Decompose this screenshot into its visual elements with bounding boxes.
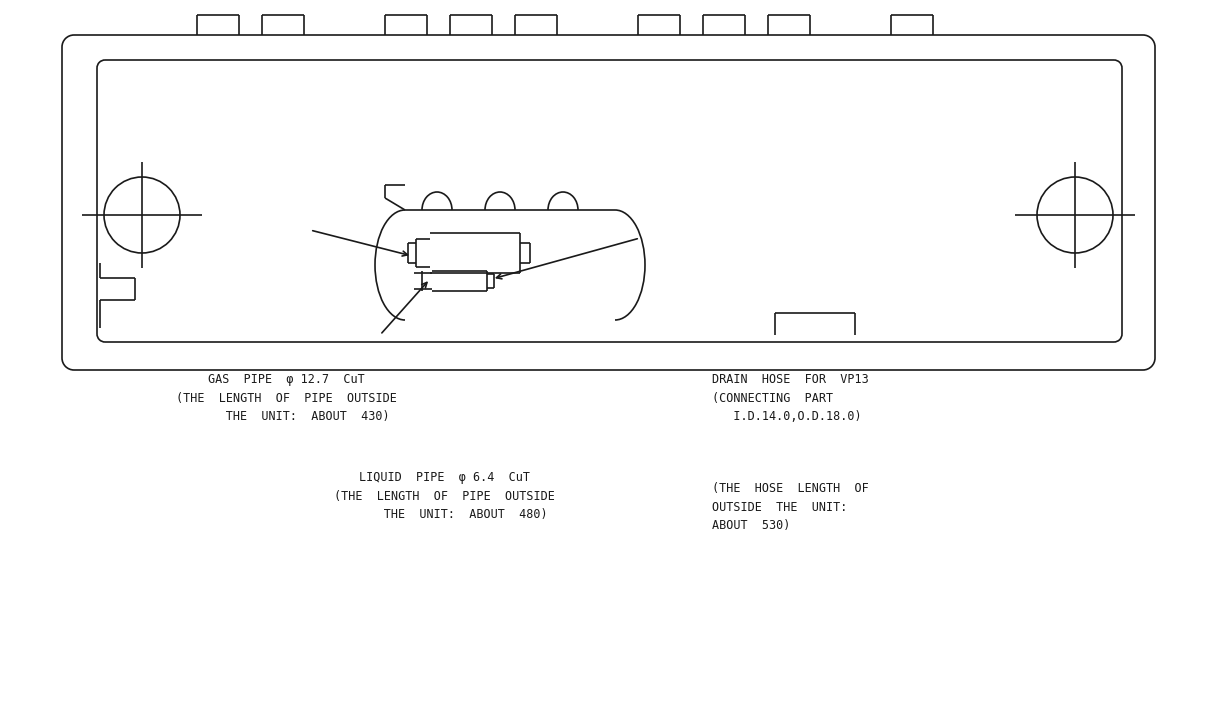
Text: (THE  HOSE  LENGTH  OF
OUTSIDE  THE  UNIT:
ABOUT  530): (THE HOSE LENGTH OF OUTSIDE THE UNIT: AB… [712,482,869,532]
Text: LIQUID  PIPE  φ 6.4  CuT
(THE  LENGTH  OF  PIPE  OUTSIDE
      THE  UNIT:  ABOUT: LIQUID PIPE φ 6.4 CuT (THE LENGTH OF PIP… [333,471,555,521]
Text: GAS  PIPE  φ 12.7  CuT
(THE  LENGTH  OF  PIPE  OUTSIDE
      THE  UNIT:  ABOUT  : GAS PIPE φ 12.7 CuT (THE LENGTH OF PIPE … [175,373,397,423]
Text: DRAIN  HOSE  FOR  VP13
(CONNECTING  PART
   I.D.14.0,O.D.18.0): DRAIN HOSE FOR VP13 (CONNECTING PART I.D… [712,373,869,423]
